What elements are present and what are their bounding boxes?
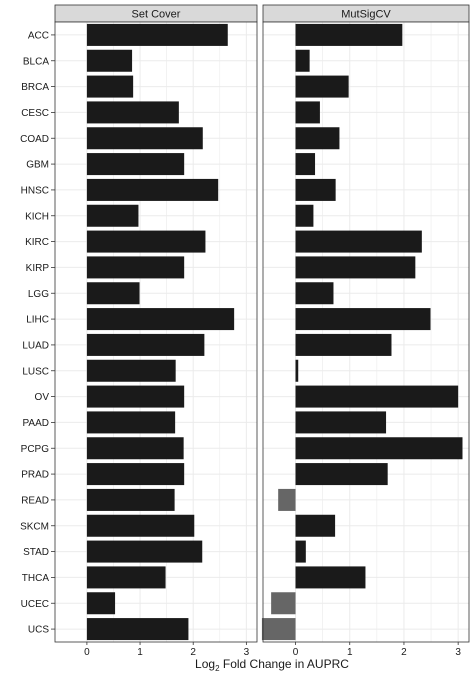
bar-thca (86, 566, 166, 589)
bar-blca (295, 49, 310, 72)
x-tick-label: 2 (190, 647, 196, 658)
category-label-read: READ (21, 495, 49, 506)
bar-cesc (295, 101, 320, 124)
bar-luad (295, 333, 392, 356)
bar-ucs (261, 618, 296, 641)
panel-mutsigcv: MutSigCV 0 1 2 3 (261, 4, 470, 658)
bar-lgg (295, 282, 334, 305)
category-label-kich: KICH (25, 211, 49, 222)
bar-pcpg (86, 437, 184, 460)
panel-strip-label: Set Cover (132, 9, 181, 21)
category-label-thca: THCA (22, 573, 50, 584)
bar-skcm (295, 514, 336, 537)
x-axis-title-main: Log (195, 657, 215, 671)
x-axis-title-subscript: 2 (215, 664, 220, 673)
category-label-lgg: LGG (28, 289, 49, 300)
bar-lusc (295, 359, 299, 382)
panel-background (263, 22, 469, 642)
bar-skcm (86, 514, 195, 537)
bar-read (86, 488, 175, 511)
category-label-paad: PAAD (23, 418, 50, 429)
x-tick-label: 0 (84, 647, 90, 658)
category-labels: ACC BLCA BRCA CESC COAD GBM HNSC KICH KIRC KIRP LG… (20, 30, 55, 636)
category-label-cesc: CESC (21, 108, 49, 119)
bar-ov (86, 385, 185, 408)
panel-frame (262, 21, 470, 643)
bar-luad (86, 333, 205, 356)
bar-ucec (86, 592, 116, 615)
bar-ucec (271, 592, 296, 615)
bar-lihc (295, 308, 431, 331)
category-label-skcm: SKCM (20, 521, 49, 532)
category-label-hnsc: HNSC (21, 185, 49, 196)
bar-stad (295, 540, 306, 563)
bar-pcpg (295, 437, 463, 460)
category-label-ucs: UCS (28, 625, 49, 636)
bar-prad (86, 463, 185, 486)
bar-coad (295, 127, 340, 150)
category-label-brca: BRCA (21, 82, 49, 93)
bar-blca (86, 49, 133, 72)
category-label-kirc: KIRC (25, 237, 49, 248)
bar-paad (295, 411, 387, 434)
category-label-stad: STAD (23, 547, 49, 558)
category-label-lusc: LUSC (22, 366, 49, 377)
bar-prad (295, 463, 388, 486)
bar-coad (86, 127, 203, 150)
bar-ov (295, 385, 459, 408)
bar-brca (86, 75, 134, 98)
category-label-ov: OV (35, 392, 50, 403)
bar-lihc (86, 308, 235, 331)
bar-kirp (86, 256, 185, 279)
panel-frame (54, 21, 258, 643)
x-tick-label: 3 (244, 647, 250, 658)
panels-layer: Set Cover 0 1 2 3 MutSigCV 0 1 2 3 (54, 4, 470, 658)
category-label-luad: LUAD (22, 340, 49, 351)
x-axis-title: Log2 Fold Change in AUPRC (195, 657, 349, 673)
bar-stad (86, 540, 203, 563)
category-label-prad: PRAD (21, 470, 49, 481)
category-label-acc: ACC (28, 30, 49, 41)
bar-gbm (86, 153, 185, 176)
category-label-pcpg: PCPG (21, 444, 50, 455)
x-tick-label: 1 (137, 647, 143, 658)
category-label-kirp: KIRP (26, 263, 50, 274)
panel-background (55, 22, 257, 642)
bar-thca (295, 566, 366, 589)
bar-kirc (295, 230, 422, 253)
bar-kich (86, 204, 139, 227)
x-axis-title-rest: Fold Change in AUPRC (220, 657, 350, 671)
bar-cesc (86, 101, 179, 124)
bar-lgg (86, 282, 140, 305)
category-label-ucec: UCEC (21, 599, 49, 610)
bar-kirp (295, 256, 416, 279)
bar-gbm (295, 153, 316, 176)
panel-strip-label: MutSigCV (341, 9, 391, 21)
bar-hnsc (86, 178, 219, 201)
x-tick-label: 1 (347, 647, 353, 658)
bar-brca (295, 75, 349, 98)
bar-acc (295, 23, 403, 46)
bar-hnsc (295, 178, 336, 201)
x-tick-label: 2 (401, 647, 407, 658)
panel-set-cover: Set Cover 0 1 2 3 (54, 4, 258, 658)
bar-lusc (86, 359, 176, 382)
category-label-coad: COAD (20, 134, 49, 145)
x-tick-label: 0 (293, 647, 299, 658)
bar-paad (86, 411, 176, 434)
bar-kirc (86, 230, 206, 253)
x-tick-label: 3 (455, 647, 461, 658)
bar-acc (86, 23, 228, 46)
category-label-lihc: LIHC (26, 315, 49, 326)
bar-read (278, 488, 296, 511)
bar-kich (295, 204, 314, 227)
category-label-gbm: GBM (26, 160, 49, 171)
category-label-blca: BLCA (23, 56, 49, 67)
bar-ucs (86, 618, 189, 641)
